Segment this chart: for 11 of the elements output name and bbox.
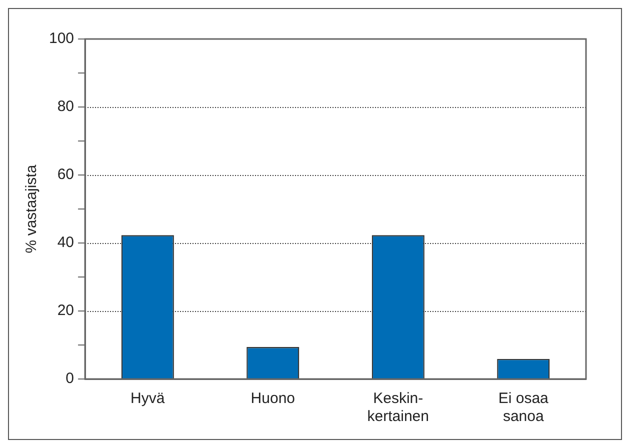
y-tick-label: 80	[57, 98, 74, 116]
x-tick-label: Ei osaa sanoa	[498, 390, 550, 426]
y-tick-label: 0	[66, 370, 74, 388]
y-tick-label: 100	[48, 30, 74, 48]
y-tick-label: 40	[57, 234, 74, 252]
y-tick-label: 20	[57, 302, 74, 320]
x-tick-label: Hyvä	[130, 390, 166, 408]
y-axis-title: % vastaajista	[23, 164, 40, 254]
y-tick-label: 60	[57, 166, 74, 184]
x-tick-label: Keskin- kertainen	[367, 390, 429, 426]
x-tick-label: Huono	[250, 390, 295, 408]
